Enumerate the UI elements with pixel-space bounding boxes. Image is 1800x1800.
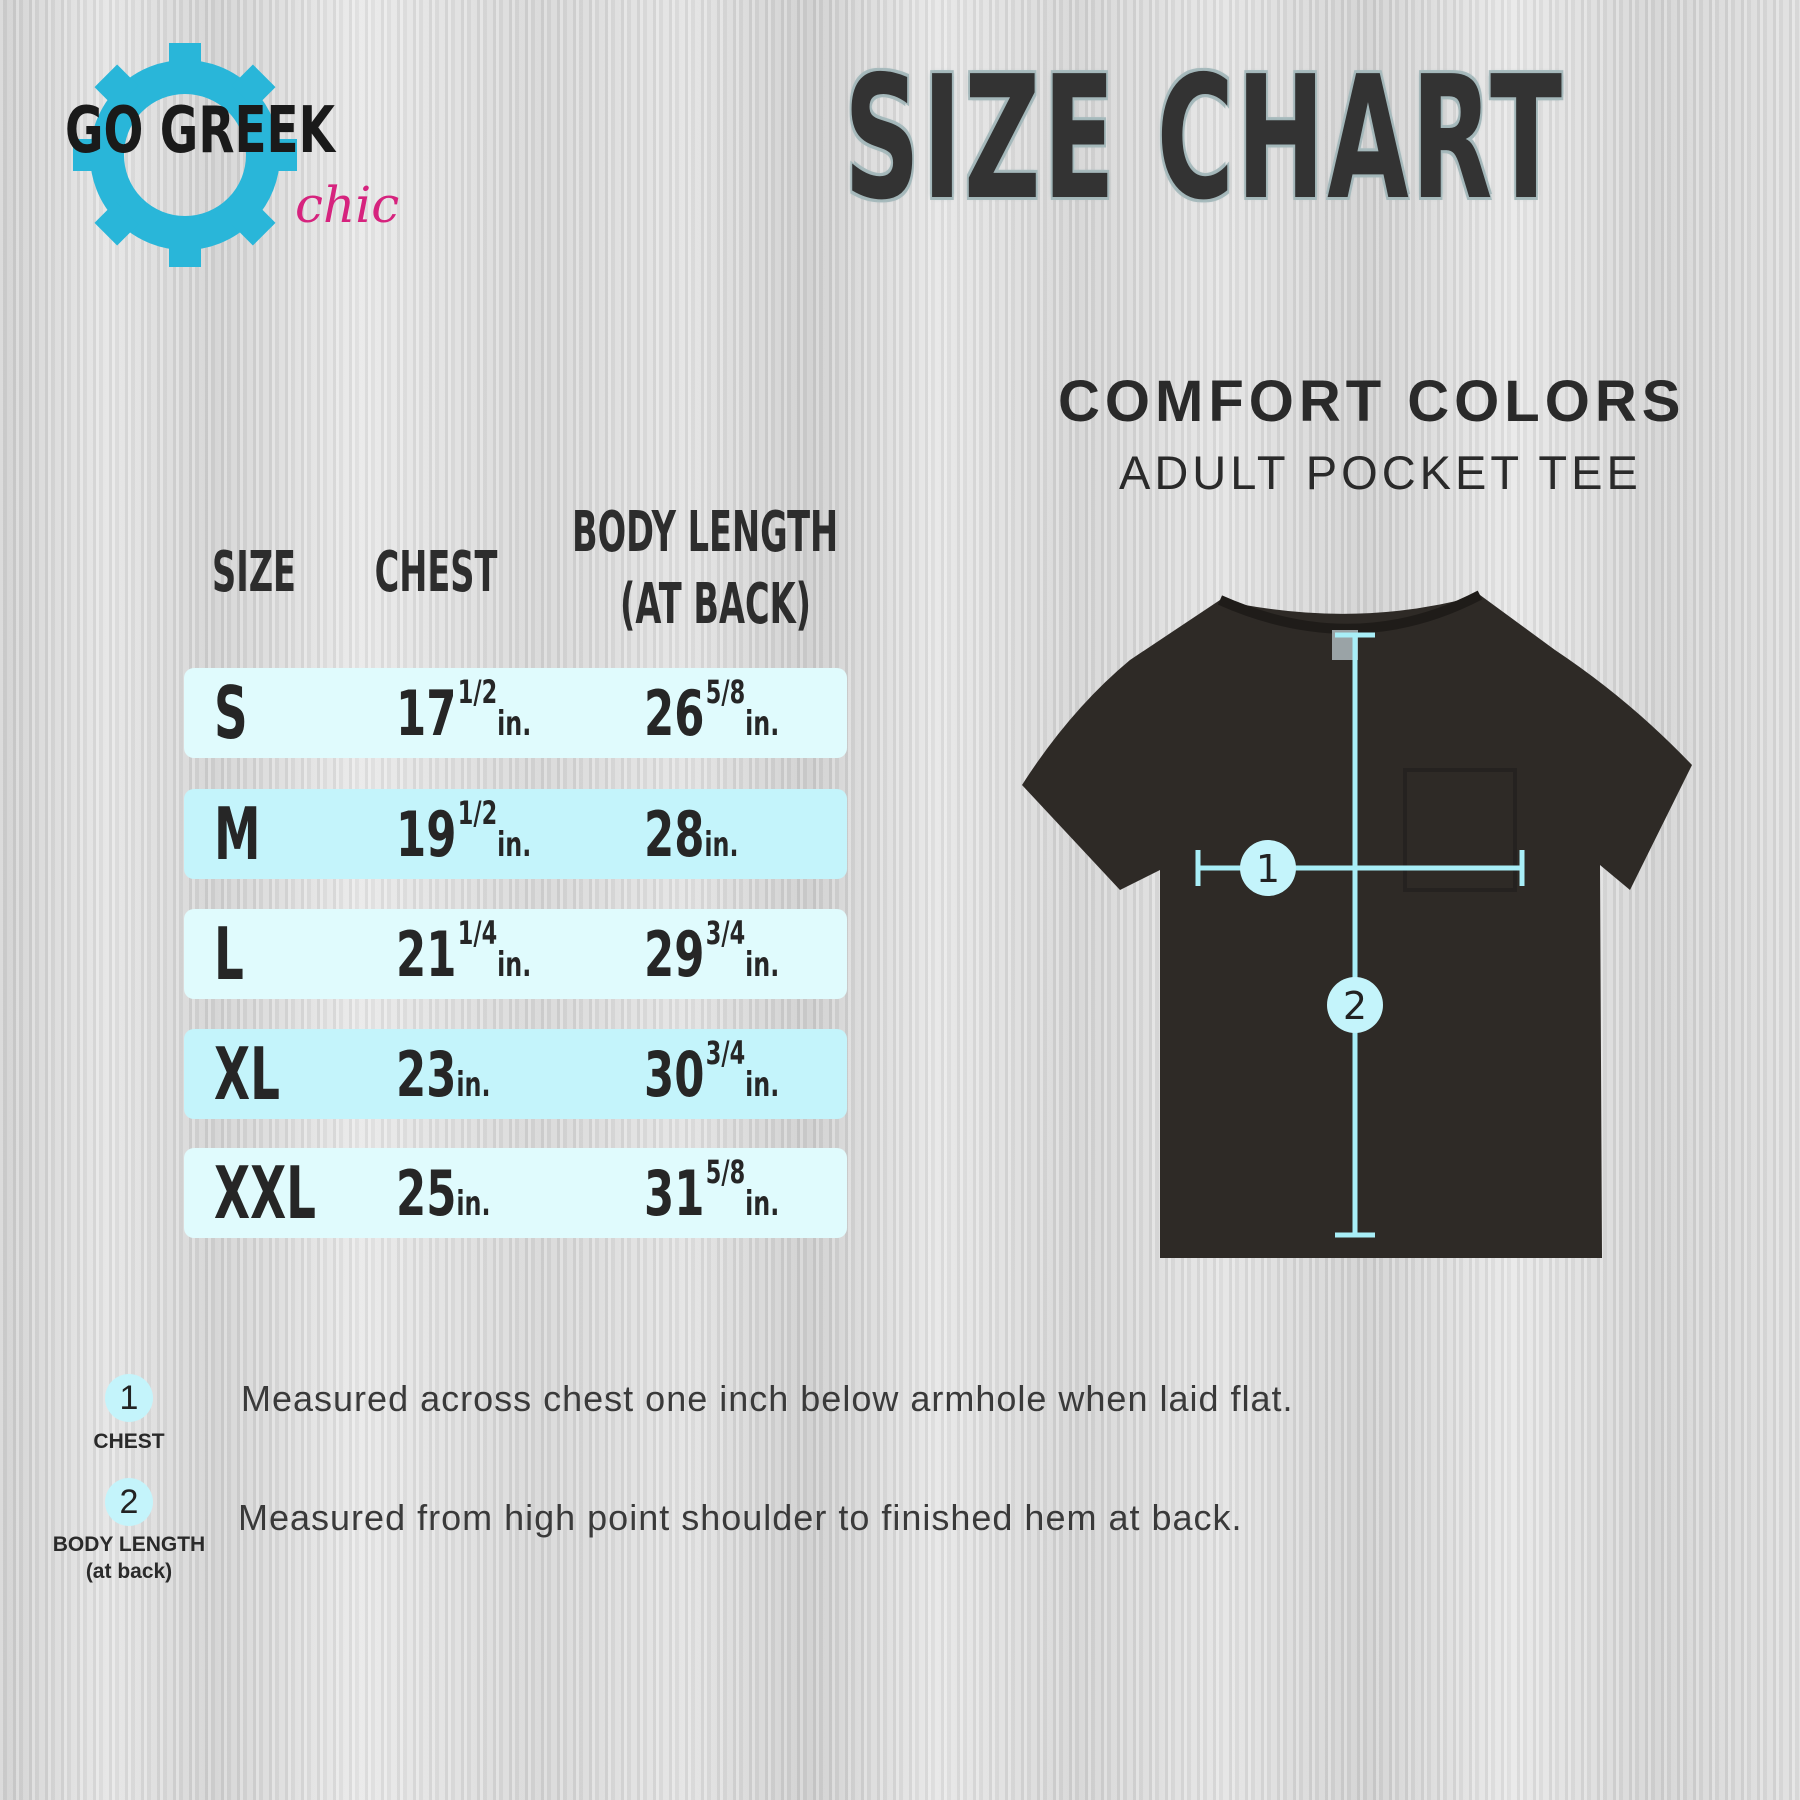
chest-cell: 23in. — [396, 1029, 596, 1119]
body-fraction: 5/8 — [705, 672, 746, 711]
legend-body-length-marker: 2 — [105, 1478, 153, 1526]
size-cell: XL — [214, 1032, 280, 1116]
body-value: 31 5/8 in. — [644, 1152, 780, 1230]
body-length-cell: 29 3/4 in. — [644, 909, 844, 999]
size-cell: L — [214, 912, 244, 996]
chest-fraction: 1/2 — [457, 793, 498, 832]
tshirt-diagram: 1 2 — [1022, 590, 1692, 1258]
body-length-cell: 30 3/4 in. — [644, 1029, 844, 1119]
chest-cell: 19 1/2 in. — [396, 789, 596, 879]
body-value: 29 3/4 in. — [644, 913, 780, 991]
body-length-cell: 26 5/8 in. — [644, 668, 844, 758]
pocket — [1403, 768, 1517, 892]
body-length-cell: 31 5/8 in. — [644, 1148, 844, 1238]
body-fraction: 3/4 — [705, 913, 746, 952]
gear-icon — [73, 43, 297, 267]
legend-chest-text: Measured across chest one inch below arm… — [241, 1378, 1294, 1419]
legend-chest-label: CHEST — [93, 1430, 165, 1453]
legend-body-length-label: BODY LENGTH — [52, 1533, 206, 1556]
table-row: L 21 1/4 in. 29 3/4 in. — [184, 909, 847, 999]
page-title: SIZE CHART — [844, 40, 1565, 238]
body-length-cell: 28in. — [644, 789, 844, 879]
header-body-length: BODY LENGTH — [572, 500, 839, 565]
table-row: S 17 1/2 in. 26 5/8 in. — [184, 668, 847, 758]
legend-body-length-text: Measured from high point shoulder to fin… — [238, 1497, 1243, 1538]
header-size: SIZE — [211, 540, 297, 605]
chest-cell: 21 1/4 in. — [396, 909, 596, 999]
chest-fraction: 1/2 — [457, 672, 498, 711]
chest-value: 17 1/2 in. — [396, 672, 532, 750]
size-cell: S — [214, 671, 248, 755]
body-value: 28in. — [644, 797, 739, 871]
table-row: XXL 25in. 31 5/8 in. — [184, 1148, 847, 1238]
go-greek-chic-logo: GO GREEK chic — [65, 43, 399, 267]
product-name: ADULT POCKET TEE — [1119, 446, 1642, 499]
legend-body-length-sublabel: (at back) — [85, 1560, 173, 1583]
logo-text: GO GREEK — [65, 94, 337, 168]
legend-chest-marker: 1 — [105, 1374, 153, 1422]
chest-value: 23in. — [396, 1037, 491, 1111]
body-value: 26 5/8 in. — [644, 672, 780, 750]
table-row: M 19 1/2 in. 28in. — [184, 789, 847, 879]
brand-name: COMFORT COLORS — [1058, 369, 1686, 434]
chest-cell: 25in. — [396, 1148, 596, 1238]
chest-cell: 17 1/2 in. — [396, 668, 596, 758]
header-chest: CHEST — [374, 540, 498, 605]
body-fraction: 5/8 — [705, 1152, 746, 1191]
logo-script-text: chic — [295, 176, 399, 234]
chest-value: 19 1/2 in. — [396, 793, 532, 871]
body-fraction: 3/4 — [705, 1033, 746, 1072]
chest-value: 25in. — [396, 1156, 491, 1230]
svg-text:2: 2 — [1343, 984, 1367, 1028]
size-cell: XXL — [214, 1151, 316, 1235]
chest-fraction: 1/4 — [457, 913, 498, 952]
chest-value: 21 1/4 in. — [396, 913, 532, 991]
chest-marker: 1 — [1240, 840, 1296, 896]
svg-text:1: 1 — [1256, 847, 1280, 891]
size-cell: M — [214, 792, 261, 876]
header-body-length-note: (AT BACK) — [620, 572, 812, 637]
body-value: 30 3/4 in. — [644, 1033, 780, 1111]
body-length-marker: 2 — [1327, 977, 1383, 1033]
table-row: XL 23in. 30 3/4 in. — [184, 1029, 847, 1119]
